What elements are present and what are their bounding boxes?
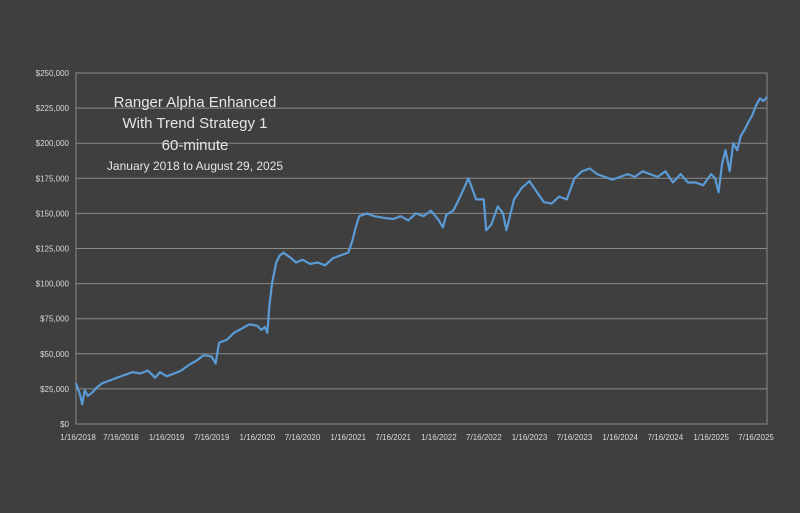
y-tick-label: $0 [60, 420, 69, 429]
gridlines [76, 107, 767, 390]
x-tick-label: 1/16/2019 [149, 433, 185, 442]
title-line-2: With Trend Strategy 1 [122, 115, 267, 132]
x-tick-label: 1/16/2022 [421, 433, 457, 442]
y-tick-label: $250,000 [36, 69, 70, 78]
series-group [74, 96, 768, 406]
x-tick-label: 1/16/2018 [60, 433, 96, 442]
y-tick-label: $225,000 [36, 104, 70, 113]
y-tick-label: $100,000 [36, 280, 70, 289]
y-tick-label: $200,000 [36, 139, 70, 148]
x-tick-label: 1/16/2021 [330, 433, 366, 442]
x-tick-label: 7/16/2018 [103, 433, 139, 442]
y-tick-label: $50,000 [40, 350, 69, 359]
y-tick-label: $175,000 [36, 174, 70, 183]
y-tick-label: $150,000 [36, 209, 70, 218]
x-tick-label: 1/16/2025 [693, 433, 729, 442]
x-tick-label: 1/16/2024 [602, 433, 638, 442]
x-tick-label: 7/16/2024 [648, 433, 684, 442]
x-tick-label: 7/16/2025 [738, 433, 774, 442]
chart-title: Ranger Alpha Enhanced With Trend Strateg… [107, 94, 283, 173]
x-tick-label: 7/16/2022 [466, 433, 502, 442]
x-tick-label: 1/16/2020 [240, 433, 276, 442]
y-tick-label: $125,000 [36, 245, 70, 254]
series-line-0 [74, 96, 768, 406]
x-tick-label: 7/16/2020 [285, 433, 321, 442]
title-line-3: 60-minute [162, 137, 229, 154]
x-tick-label: 7/16/2021 [375, 433, 411, 442]
y-tick-label: $25,000 [40, 385, 69, 394]
chart-subtitle: January 2018 to August 29, 2025 [107, 159, 283, 173]
title-line-1: Ranger Alpha Enhanced [114, 94, 277, 111]
x-tick-label: 7/16/2023 [557, 433, 593, 442]
x-axis-ticks: 1/16/2018 7/16/2018 1/16/2019 7/16/2019 1/16… [60, 433, 774, 442]
y-axis-ticks: $0 $25,000 $50,000 $75,000 $100,000 $125,000 $… [36, 69, 70, 429]
y-tick-label: $75,000 [40, 315, 69, 324]
x-tick-label: 7/16/2019 [194, 433, 230, 442]
x-tick-label: 1/16/2023 [512, 433, 548, 442]
